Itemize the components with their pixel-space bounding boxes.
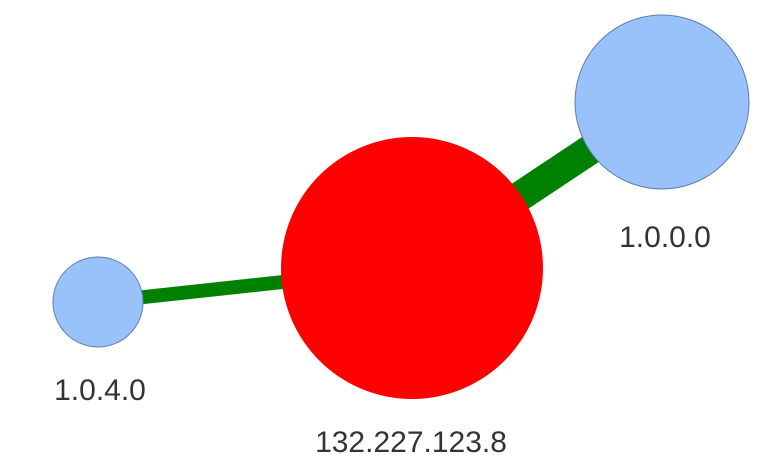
labels: 1.0.0.0 1.0.4.0 132.227.123.8 (54, 221, 711, 459)
node-132-227-123-8[interactable] (281, 137, 543, 399)
node-1-0-4-0[interactable] (52, 256, 144, 348)
node-label-1-0-0-0: 1.0.0.0 (619, 221, 711, 254)
node-label-1-0-4-0: 1.0.4.0 (54, 374, 146, 407)
node-label-132-227-123-8: 132.227.123.8 (315, 426, 507, 459)
node-1-0-0-0[interactable] (574, 14, 750, 190)
nodes (52, 14, 750, 399)
